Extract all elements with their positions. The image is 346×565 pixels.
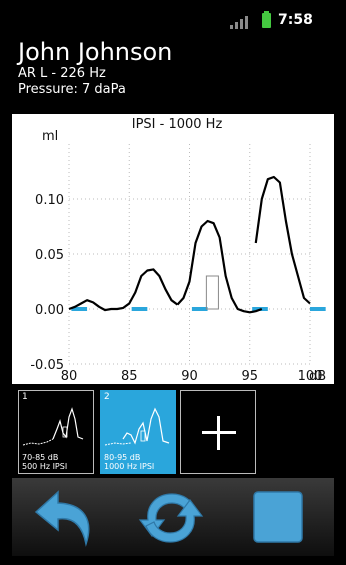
x-tick-label: 90 [181, 369, 198, 384]
recording-thumbnails: 1 70-85 dB 500 Hz IPSI 2 [12, 384, 334, 476]
x-tick-label: 85 [121, 369, 138, 384]
x-tick-label: 95 [241, 369, 258, 384]
chart-title: IPSI - 1000 Hz [132, 117, 223, 132]
response-curves [68, 175, 311, 314]
thumbnail-range: 80-95 dB [104, 453, 141, 462]
y-axis-label: ml [42, 129, 58, 144]
back-button[interactable] [32, 486, 102, 548]
status-time: 7:58 [278, 12, 313, 28]
chart-grid [68, 144, 311, 365]
y-tick-label: 0.10 [35, 193, 64, 208]
x-tick-label: 80 [61, 369, 78, 384]
battery-icon [262, 11, 271, 28]
reflex-chart[interactable]: IPSI - 1000 Hz ml dB 80 85 90 95 100 -0.05 0.0… [12, 114, 334, 384]
device-screen: 7:58 John Johnson AR L - 226 Hz Pressure… [12, 8, 334, 556]
thumbnail-caption: 70-85 dB 500 Hz IPSI [22, 453, 67, 471]
pressure-info: Pressure: 7 daPa [18, 82, 126, 97]
status-bar: 7:58 [12, 8, 334, 34]
response-curve [176, 219, 263, 314]
reference-box-layer [205, 275, 219, 310]
y-tick-label: 0.00 [35, 303, 64, 318]
repeat-icon [138, 493, 204, 543]
back-arrow-icon [34, 490, 90, 547]
signal-bars-icon [230, 15, 252, 29]
thumbnail-recording-1[interactable]: 1 70-85 dB 500 Hz IPSI [18, 390, 94, 474]
thumbnail-index: 1 [22, 392, 28, 402]
thumbnail-caption: 80-95 dB 1000 Hz IPSI [104, 453, 154, 471]
stop-button[interactable] [242, 486, 312, 548]
add-recording-button[interactable] [180, 390, 256, 474]
thumbnail-waveform-icon [104, 407, 170, 446]
thumbnail-recording-2[interactable]: 2 80-95 dB 1000 Hz IPSI [100, 390, 176, 474]
thumbnail-range: 70-85 dB [22, 453, 59, 462]
reference-box [205, 275, 219, 310]
patient-header: John Johnson AR L - 226 Hz Pressure: 7 d… [18, 38, 334, 98]
x-tick-label: 100 [298, 369, 323, 384]
chart-labels: IPSI - 1000 Hz ml dB 80 85 90 95 100 -0.05 0.0… [30, 117, 326, 384]
y-tick-label: -0.05 [30, 358, 64, 373]
reflex-chart-svg: IPSI - 1000 Hz ml dB 80 85 90 95 100 -0.05 0.0… [30, 117, 326, 384]
patient-name: John Johnson [18, 38, 173, 66]
thumbnail-stimulus: 500 Hz IPSI [22, 462, 68, 471]
repeat-button[interactable] [136, 486, 206, 548]
thumbnail-waveform-icon [22, 407, 84, 446]
bottom-toolbar [12, 478, 334, 556]
probe-info: AR L - 226 Hz [18, 66, 106, 81]
response-curve [68, 268, 179, 312]
y-tick-label: 0.05 [35, 248, 64, 263]
x-axis-label: dB [309, 369, 326, 384]
response-curve [254, 175, 311, 305]
stop-icon [253, 491, 303, 543]
thumbnail-index: 2 [104, 392, 110, 402]
thumbnail-stimulus: 1000 Hz IPSI [104, 462, 155, 471]
